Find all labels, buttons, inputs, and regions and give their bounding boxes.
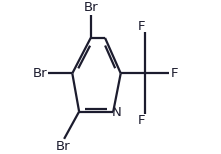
Text: F: F: [137, 20, 145, 33]
Text: Br: Br: [33, 67, 48, 80]
Text: N: N: [112, 106, 122, 120]
Text: Br: Br: [83, 1, 98, 14]
Text: F: F: [171, 67, 178, 80]
Text: F: F: [137, 114, 145, 127]
Text: Br: Br: [55, 140, 70, 153]
